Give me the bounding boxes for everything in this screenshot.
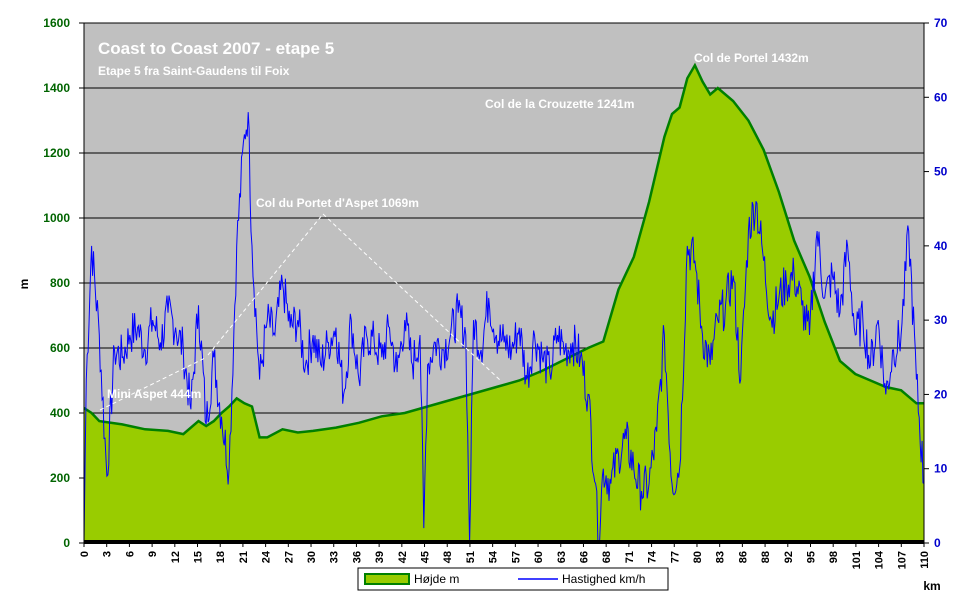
x-tick-label: 3 [102, 551, 114, 557]
x-tick-label: 60 [533, 551, 545, 563]
x-tick-label: 54 [488, 550, 500, 563]
annotation-col-de-la-crouzette: Col de la Crouzette 1241m [485, 97, 634, 111]
x-tick-label: 42 [397, 551, 409, 563]
x-tick-label: 15 [193, 551, 205, 563]
x-tick-label: 104 [874, 550, 886, 569]
y-left-tick-label: 400 [50, 406, 70, 420]
x-tick-label: 39 [374, 551, 386, 563]
x-tick-label: 83 [715, 551, 727, 563]
y-right-tick-label: 60 [934, 90, 948, 104]
y-left-tick-label: 1200 [43, 146, 70, 160]
y-left-tick-label: 600 [50, 341, 70, 355]
x-tick-label: 71 [624, 551, 636, 563]
x-tick-label: 77 [669, 551, 681, 563]
x-tick-label: 6 [124, 551, 136, 557]
x-tick-label: 63 [556, 551, 568, 563]
x-tick-label: 80 [692, 551, 704, 563]
x-tick-label: 57 [510, 551, 522, 563]
y-right-tick-label: 10 [934, 462, 948, 476]
y-left-ticks: 0 200 400 600 800 1000 1200 1400 1600 [43, 16, 84, 550]
x-tick-label: 107 [896, 551, 908, 569]
y-right-tick-label: 0 [934, 536, 941, 550]
x-tick-label: 24 [261, 550, 273, 563]
annotation-col-du-portet: Col du Portet d'Aspet 1069m [256, 196, 419, 210]
elevation-line [83, 62, 924, 439]
y-left-tick-label: 1000 [43, 211, 70, 225]
x-tick-label: 27 [283, 551, 295, 563]
y-left-tick-label: 800 [50, 276, 70, 290]
x-tick-label: 74 [647, 550, 659, 563]
x-tick-label: 98 [828, 551, 840, 563]
legend-box [357, 567, 669, 591]
y-left-tick-label: 1400 [43, 81, 70, 95]
chart-title: Coast to Coast 2007 - etape 5 [98, 39, 334, 58]
x-axis-title: km [923, 579, 940, 593]
x-ticks: 0 3 6 9 12 15 18 21 24 27 30 33 36 39 42 45 48 51 54 57 60 63… [79, 543, 931, 569]
annotation-col-de-portel: Col de Portel 1432m [694, 51, 809, 65]
annotation-leaders [99, 213, 501, 411]
y-right-tick-label: 70 [934, 16, 948, 30]
x-tick-label: 66 [578, 551, 590, 563]
mini-aspet-leader [99, 357, 206, 411]
y-right-tick-label: 40 [934, 239, 948, 253]
x-tick-label: 33 [329, 551, 341, 563]
x-tick-label: 86 [737, 551, 749, 563]
x-axis-bar [84, 540, 924, 544]
x-tick-label: 92 [783, 551, 795, 563]
x-tick-label: 30 [306, 551, 318, 563]
legend: Højde m Hastighed km/h [357, 567, 669, 591]
x-tick-label: 12 [170, 551, 182, 563]
x-tick-label: 18 [215, 551, 227, 563]
x-tick-label: 88 [760, 551, 772, 563]
x-tick-label: 9 [147, 551, 159, 557]
legend-label-elevation: Højde m [414, 572, 459, 586]
y-right-tick-label: 20 [934, 387, 948, 401]
x-tick-label: 51 [465, 551, 477, 563]
y-left-tick-label: 0 [63, 536, 70, 550]
x-tick-label: 110 [919, 551, 931, 569]
x-tick-label: 95 [805, 551, 817, 563]
y-right-tick-label: 50 [934, 165, 948, 179]
portet-leader [207, 213, 501, 381]
x-tick-label: 36 [351, 551, 363, 563]
legend-label-speed: Hastighed km/h [562, 572, 645, 586]
x-tick-label: 101 [851, 551, 863, 569]
x-tick-label: 68 [601, 551, 613, 563]
x-tick-label: 45 [420, 551, 432, 563]
legend-swatch-elevation [364, 573, 410, 585]
x-tick-label: 0 [79, 551, 91, 557]
y-axis-title: m [17, 279, 31, 290]
chart-subtitle: Etape 5 fra Saint-Gaudens til Foix [98, 64, 290, 78]
annotation-mini-aspet: Mini Aspet 444m [107, 387, 201, 401]
speed-line [83, 112, 925, 544]
x-tick-label: 48 [442, 551, 454, 563]
y-right-tick-label: 30 [934, 313, 948, 327]
y-right-ticks: 0 10 20 30 40 50 60 70 [924, 16, 948, 550]
x-tick-label: 21 [238, 551, 250, 563]
y-left-tick-label: 200 [50, 471, 70, 485]
elevation-area [84, 65, 924, 544]
y-left-tick-label: 1600 [43, 16, 70, 30]
